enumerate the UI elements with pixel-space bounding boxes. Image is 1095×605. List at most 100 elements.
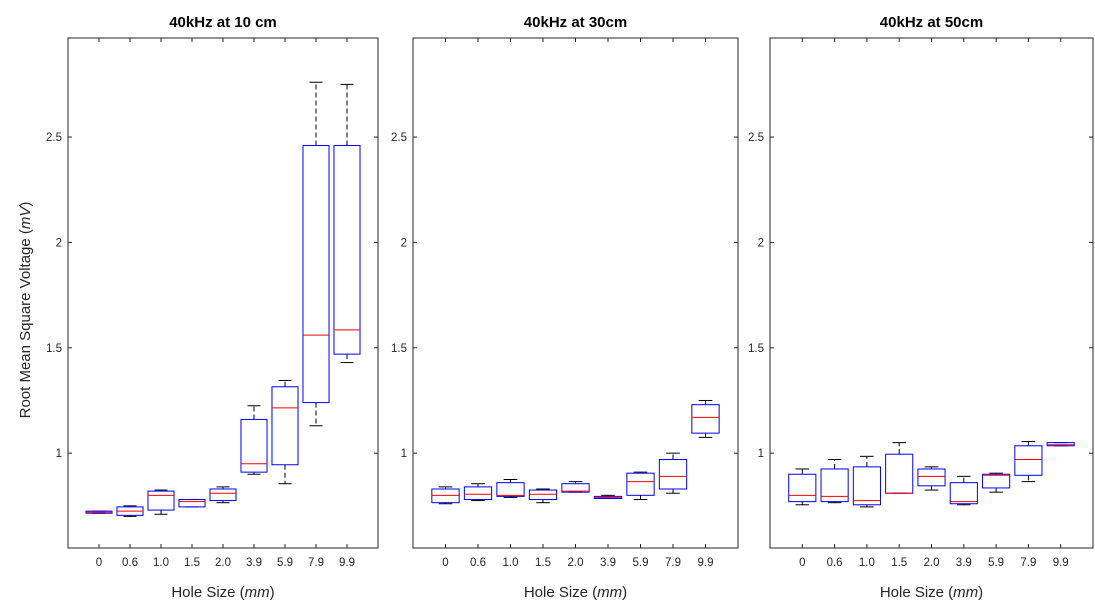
x-tick-label: 5.9 [988, 557, 1004, 569]
box-1.0 [147, 489, 175, 515]
y-tick-label: 2 [758, 237, 764, 249]
y-axis-label: Root Mean Square Voltage (mV) [17, 202, 34, 419]
x-tick-label: 7.9 [1020, 557, 1036, 569]
box-5.9 [982, 472, 1011, 493]
x-axis-label: Hole Size (mm) [171, 584, 274, 601]
chart-title: 40kHz at 30cm [524, 14, 627, 31]
iqr-box [302, 144, 330, 404]
chart-title: 40kHz at 10 cm [169, 14, 277, 31]
iqr-box [788, 473, 817, 503]
iqr-box [561, 483, 590, 493]
chart-title: 40kHz at 50cm [880, 14, 983, 31]
x-tick-label: 5.9 [277, 557, 293, 569]
x-tick-label: 7.9 [308, 557, 324, 569]
x-tick-label: 1.0 [859, 557, 875, 569]
box-1.0 [496, 479, 525, 498]
box-2.0 [561, 481, 590, 493]
iqr-box [147, 490, 175, 511]
box-1.5 [885, 442, 914, 494]
x-axis-label: Hole Size (mm) [524, 584, 627, 601]
iqr-box [240, 418, 268, 473]
iqr-box [917, 468, 946, 487]
x-tick-label: 0.6 [470, 557, 486, 569]
box-7.9 [302, 81, 330, 427]
panel-2: 40kHz at 30cm 1 1.5 2 2.5 0 0.6 1.0 1.5 2.0 3.9 5.9… [391, 14, 739, 601]
box-0.6 [116, 505, 144, 517]
box-7.9 [658, 452, 688, 494]
y-tick-label: 1.5 [46, 343, 62, 355]
x-tick-label: 7.9 [665, 557, 681, 569]
box-9.9 [1046, 442, 1075, 447]
iqr-box [271, 386, 299, 466]
iqr-box [852, 466, 881, 506]
box-7.9 [1014, 441, 1043, 483]
x-tick-label: 1.5 [184, 557, 200, 569]
x-tick-label: 0.6 [122, 557, 138, 569]
axes-frame [412, 37, 739, 549]
y-tick-label: 2 [401, 237, 407, 249]
x-tick-label: 0.6 [827, 557, 843, 569]
x-tick-label: 2.0 [924, 557, 940, 569]
y-tick-label: 2.5 [46, 132, 62, 144]
box-5.9 [626, 471, 655, 501]
box-9.9 [333, 83, 361, 364]
box-0.6 [820, 458, 849, 504]
x-tick-label: 0 [442, 557, 448, 569]
y-tick-label: 2 [56, 237, 62, 249]
box-1.5 [178, 499, 206, 508]
box-3.9 [593, 494, 623, 499]
x-tick-label: 0 [799, 557, 805, 569]
box-0 [788, 468, 817, 506]
axes-frame [67, 37, 379, 549]
iqr-box [463, 486, 493, 501]
y-tick-label: 1 [758, 448, 764, 460]
iqr-box [209, 488, 237, 502]
x-tick-label: 5.9 [633, 557, 649, 569]
axes-frame [769, 37, 1094, 549]
x-tick-label: 3.9 [956, 557, 972, 569]
iqr-box [178, 499, 206, 508]
panel-3: 40kHz at 50cm 1 1.5 2 2.5 0 0.6 1.0 1.5 2.0 3.9 5.9… [748, 14, 1094, 601]
x-axis-label: Hole Size (mm) [880, 584, 983, 601]
x-tick-label: 2.0 [568, 557, 584, 569]
y-tick-label: 1 [56, 448, 62, 460]
box-9.9 [691, 399, 720, 438]
iqr-box [528, 489, 558, 501]
iqr-box [982, 473, 1011, 489]
box-3.9 [240, 405, 268, 475]
x-tick-label: 2.0 [215, 557, 231, 569]
iqr-box [1014, 445, 1043, 476]
iqr-box [496, 482, 525, 497]
box-0 [85, 510, 113, 514]
iqr-box [431, 488, 460, 504]
iqr-box [691, 404, 720, 434]
y-tick-label: 2.5 [391, 132, 407, 144]
iqr-box [658, 458, 688, 490]
x-tick-label: 0 [96, 557, 102, 569]
iqr-box [949, 482, 978, 505]
box-3.9 [949, 475, 978, 506]
box-5.9 [271, 379, 299, 485]
x-tick-label: 9.9 [1053, 557, 1069, 569]
iqr-box [885, 453, 914, 494]
box-2.0 [209, 486, 237, 504]
x-tick-label: 3.9 [600, 557, 616, 569]
box-0 [431, 486, 460, 505]
y-tick-label: 2.5 [748, 132, 764, 144]
box-2.0 [917, 466, 946, 491]
box-0.6 [463, 483, 493, 502]
box-1.0 [852, 455, 881, 508]
iqr-box [626, 472, 655, 496]
panel-1: 40kHz at 10 cm 1 1.5 2 2.5 0 0.6 1.0 1.5 2.0 3.9 5.… [46, 14, 379, 601]
box-1.5 [528, 488, 558, 504]
x-tick-label: 9.9 [698, 557, 714, 569]
x-tick-label: 1.0 [153, 557, 169, 569]
x-tick-label: 1.0 [503, 557, 519, 569]
iqr-box [1046, 442, 1075, 447]
y-tick-label: 1.5 [391, 343, 407, 355]
iqr-box [333, 144, 361, 355]
y-tick-label: 1.5 [748, 343, 764, 355]
x-tick-label: 9.9 [339, 557, 355, 569]
x-tick-label: 1.5 [535, 557, 551, 569]
